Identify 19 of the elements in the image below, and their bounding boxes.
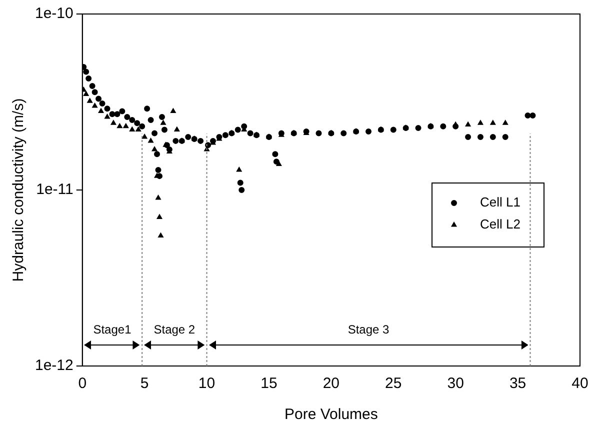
x-axis-title: Pore Volumes xyxy=(284,406,378,424)
y-tick-label: 1e-12 xyxy=(34,357,74,374)
x-tick-label: 10 xyxy=(198,375,216,392)
legend-label: Cell L1 xyxy=(480,194,520,210)
annotation: Stage1 xyxy=(93,322,132,336)
y-axis-title: Hydraulic conductivity (m/s) xyxy=(10,98,28,282)
annotation: Stage 3 xyxy=(348,322,390,336)
x-tick-label: 40 xyxy=(572,375,588,392)
x-tick-label: 25 xyxy=(385,375,402,392)
annotation: Stage 2 xyxy=(154,322,196,336)
x-tick-label: 15 xyxy=(260,375,278,392)
x-tick-label: 20 xyxy=(322,375,340,392)
x-tick-label: 35 xyxy=(509,375,526,392)
x-tick-label: 0 xyxy=(78,375,87,392)
x-tick-label: 30 xyxy=(447,375,464,392)
legend-label: Cell L2 xyxy=(480,216,520,232)
y-tick-label: 1e-11 xyxy=(36,181,74,198)
x-tick-label: 5 xyxy=(140,375,149,392)
y-tick-label: 1e-10 xyxy=(34,5,74,22)
